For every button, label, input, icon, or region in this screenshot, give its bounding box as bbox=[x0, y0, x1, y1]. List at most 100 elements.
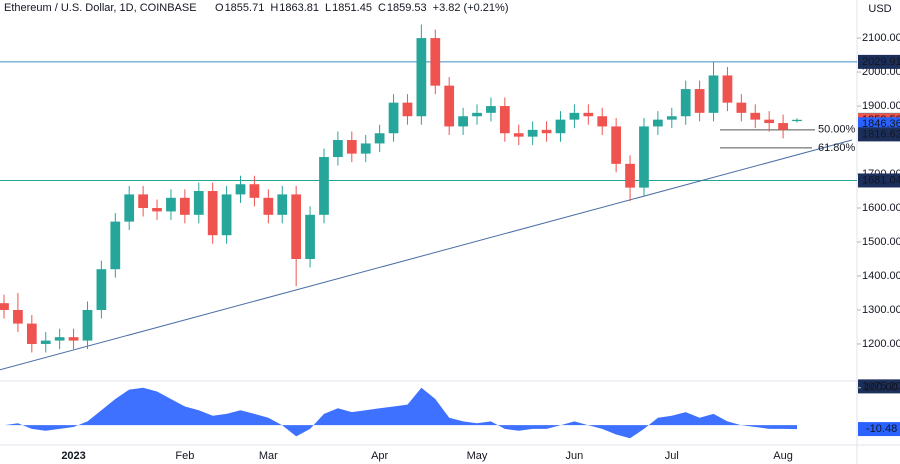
ohlc-letter: O bbox=[215, 2, 224, 14]
candle-body bbox=[249, 184, 260, 198]
candle-body bbox=[625, 163, 635, 188]
candle-body bbox=[458, 116, 468, 127]
price-marker bbox=[858, 127, 900, 142]
candle-body bbox=[82, 309, 93, 341]
candle-body bbox=[736, 102, 747, 113]
candle-body bbox=[179, 197, 190, 215]
candle-body bbox=[333, 140, 343, 158]
price-marker bbox=[858, 379, 900, 394]
candle-body bbox=[124, 194, 135, 222]
x-tick-label: May bbox=[467, 450, 488, 462]
candle-body bbox=[152, 208, 162, 212]
y-tick-label: 1200.00 bbox=[862, 338, 900, 350]
candle-body bbox=[653, 119, 663, 127]
x-tick-label: Apr bbox=[371, 450, 388, 462]
candle-body bbox=[722, 75, 733, 103]
candle-body bbox=[583, 112, 594, 117]
oscillator-marker bbox=[858, 422, 900, 437]
candle-body bbox=[764, 119, 775, 124]
y-tick-label: 1900.00 bbox=[862, 100, 900, 112]
fib-label: 50.00% bbox=[818, 124, 856, 136]
x-tick-label: 2023 bbox=[61, 450, 85, 462]
candle-body bbox=[555, 119, 566, 134]
candle-body bbox=[541, 129, 552, 134]
y-tick-label: 2000.00 bbox=[862, 66, 900, 78]
change: +3.82 (+0.21%) bbox=[433, 2, 509, 14]
ohlc-value: 1855.71 bbox=[225, 2, 265, 14]
chart-title: Ethereum / U.S. Dollar, 1D, COINBASE bbox=[4, 2, 197, 14]
ohlc-letter: H bbox=[270, 2, 278, 14]
candle-body bbox=[694, 89, 705, 113]
candle-body bbox=[708, 75, 719, 113]
candle-body bbox=[597, 116, 608, 127]
candle-body bbox=[750, 112, 761, 120]
candle-body bbox=[110, 221, 121, 270]
candle-body bbox=[235, 184, 246, 195]
candle-body bbox=[499, 106, 510, 134]
candle-body bbox=[221, 194, 232, 236]
price-marker-label: 1846.36 bbox=[862, 118, 900, 130]
candle-body bbox=[319, 157, 329, 215]
y-tick-label: 2100.00 bbox=[862, 32, 900, 44]
candle-body bbox=[666, 116, 677, 120]
candle-body bbox=[513, 133, 524, 137]
candle-body bbox=[54, 337, 65, 341]
candle-body bbox=[472, 112, 482, 117]
ohlc-letter: C bbox=[378, 2, 386, 14]
x-tick-label: Aug bbox=[773, 450, 793, 462]
oscillator-marker-label: -10.48 bbox=[866, 423, 897, 435]
candle-body bbox=[277, 194, 288, 215]
candle-body bbox=[639, 126, 649, 188]
candle-body bbox=[26, 323, 37, 344]
candle-body bbox=[96, 269, 107, 310]
candle-body bbox=[346, 140, 357, 154]
candle-body bbox=[527, 129, 538, 137]
y-tick-label: 1400.00 bbox=[862, 270, 900, 282]
candle-body bbox=[166, 197, 176, 212]
candle-body bbox=[402, 102, 413, 117]
ohlc-letter: L bbox=[325, 2, 331, 14]
ohlc-value: 1859.53 bbox=[387, 2, 427, 14]
candle-body bbox=[374, 133, 385, 144]
candle-body bbox=[611, 126, 622, 164]
candle-body bbox=[680, 89, 691, 117]
price-marker-label: 1075.20 bbox=[862, 380, 900, 392]
candle-body bbox=[207, 191, 218, 236]
candle-body bbox=[569, 112, 580, 120]
candle-body bbox=[444, 85, 455, 127]
candle-body bbox=[68, 337, 79, 341]
price-marker-label: 1816.62 bbox=[862, 128, 900, 140]
candle-body bbox=[388, 102, 399, 134]
trendline bbox=[0, 139, 853, 371]
candle-body bbox=[138, 194, 148, 209]
price-marker-label: 2029.91 bbox=[862, 56, 900, 68]
candle-body bbox=[13, 309, 23, 324]
price-marker bbox=[858, 173, 900, 188]
candle-body bbox=[0, 303, 9, 310]
candle-body bbox=[291, 194, 302, 259]
header: Ethereum / U.S. Dollar, 1D, COINBASE bbox=[4, 2, 197, 14]
y-tick-label: 1300.00 bbox=[862, 304, 900, 316]
candle-body bbox=[263, 197, 274, 215]
candle-body bbox=[360, 143, 371, 154]
price-marker-label: 1681.04 bbox=[862, 174, 900, 186]
candle-body bbox=[305, 214, 315, 259]
price-marker bbox=[858, 54, 900, 69]
fib-label: 61.80% bbox=[818, 142, 856, 154]
x-tick-label: Jun bbox=[566, 450, 584, 462]
currency: USD bbox=[868, 3, 891, 15]
candle-body bbox=[430, 38, 441, 86]
y-tick-label: 100.00 bbox=[864, 382, 898, 394]
candle-body bbox=[792, 119, 802, 122]
x-tick-label: Mar bbox=[259, 450, 278, 462]
oscillator-area bbox=[4, 387, 797, 439]
candle-body bbox=[40, 340, 51, 344]
x-tick-label: Feb bbox=[175, 450, 194, 462]
candle-body bbox=[193, 191, 204, 215]
y-tick-label: 1600.00 bbox=[862, 202, 900, 214]
candle-body bbox=[778, 123, 788, 130]
ohlc-value: 1851.45 bbox=[332, 2, 372, 14]
